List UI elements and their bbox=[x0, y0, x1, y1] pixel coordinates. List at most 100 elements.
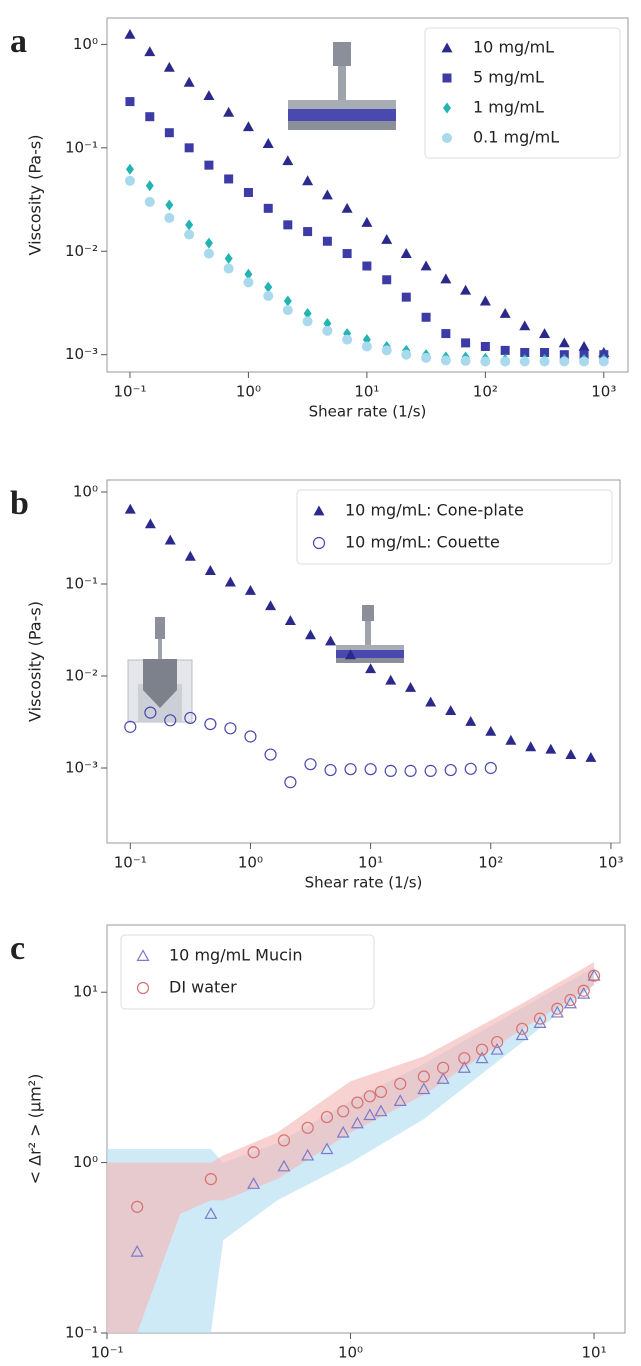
marker bbox=[184, 711, 197, 725]
marker bbox=[322, 236, 332, 246]
x-tick-label: 10⁻¹ bbox=[114, 854, 147, 872]
legend-marker bbox=[441, 42, 453, 53]
marker bbox=[203, 248, 214, 259]
plot-area bbox=[106, 924, 626, 1334]
plot bbox=[124, 28, 610, 367]
marker bbox=[244, 730, 257, 743]
legend-box bbox=[120, 934, 375, 1010]
marker bbox=[283, 295, 292, 307]
marker bbox=[394, 1077, 407, 1090]
legend-label: 10 mg/mL: Cone-plate bbox=[345, 501, 524, 520]
marker bbox=[244, 584, 256, 595]
marker bbox=[277, 1159, 291, 1172]
marker bbox=[475, 1051, 489, 1064]
marker bbox=[405, 681, 417, 692]
marker bbox=[579, 356, 590, 367]
marker bbox=[464, 762, 477, 775]
marker bbox=[362, 261, 372, 271]
marker bbox=[244, 268, 253, 280]
legend-marker bbox=[136, 981, 150, 995]
x-tick-label: 10³ bbox=[591, 383, 616, 401]
x-tick-label: 10⁻¹ bbox=[113, 383, 146, 401]
marker bbox=[587, 969, 601, 982]
marker bbox=[585, 752, 597, 762]
y-tick-label: 10⁰ bbox=[73, 482, 98, 500]
marker bbox=[550, 1005, 564, 1018]
marker bbox=[458, 1052, 471, 1065]
y-tick-label: 10⁻³ bbox=[65, 345, 98, 363]
marker bbox=[164, 128, 174, 138]
marker bbox=[204, 1207, 218, 1219]
marker bbox=[577, 986, 591, 999]
x-tick-label: 10² bbox=[473, 383, 498, 401]
marker bbox=[342, 334, 353, 345]
marker bbox=[165, 199, 174, 211]
marker bbox=[302, 316, 313, 327]
marker bbox=[577, 984, 590, 997]
marker bbox=[384, 764, 397, 777]
y-tick-label: 10⁻¹ bbox=[65, 138, 98, 156]
marker bbox=[519, 320, 531, 331]
marker bbox=[184, 143, 194, 153]
legend-label: 10 mg/mL Mucin bbox=[169, 946, 303, 965]
marker bbox=[516, 1022, 529, 1035]
marker bbox=[144, 518, 156, 529]
marker bbox=[404, 764, 417, 777]
marker bbox=[558, 337, 570, 348]
marker bbox=[144, 706, 157, 719]
x-axis-label: Shear rate (1/s) bbox=[309, 403, 427, 421]
marker bbox=[223, 263, 234, 274]
marker bbox=[344, 763, 357, 776]
marker bbox=[381, 233, 393, 244]
legend-marker bbox=[312, 536, 326, 550]
marker bbox=[144, 196, 155, 207]
marker bbox=[204, 160, 214, 170]
marker bbox=[551, 1002, 564, 1015]
marker bbox=[374, 1104, 388, 1117]
legend-label: 1 mg/mL bbox=[473, 98, 544, 117]
legend-box bbox=[424, 27, 621, 159]
marker bbox=[475, 1043, 489, 1056]
y-tick-label: 10⁻² bbox=[65, 666, 98, 684]
marker bbox=[145, 112, 155, 122]
marker bbox=[265, 600, 277, 611]
marker bbox=[361, 216, 373, 227]
marker bbox=[130, 1244, 144, 1257]
panel-letter: b bbox=[10, 485, 29, 522]
x-tick-label: 10⁰ bbox=[338, 1344, 363, 1362]
marker bbox=[124, 28, 136, 39]
marker bbox=[401, 349, 412, 360]
marker bbox=[382, 275, 392, 285]
x-tick-label: 10⁻¹ bbox=[90, 1344, 123, 1362]
marker bbox=[460, 284, 472, 295]
y-tick-label: 10⁻² bbox=[65, 242, 98, 260]
x-tick-label: 10² bbox=[478, 854, 503, 872]
marker bbox=[484, 761, 497, 775]
marker bbox=[320, 1110, 334, 1124]
marker bbox=[587, 968, 601, 981]
marker bbox=[363, 1090, 376, 1103]
marker bbox=[124, 720, 137, 733]
marker bbox=[204, 717, 217, 731]
marker bbox=[598, 356, 609, 367]
marker bbox=[203, 90, 215, 100]
marker bbox=[243, 187, 253, 197]
marker bbox=[303, 227, 313, 237]
marker bbox=[364, 763, 377, 776]
marker bbox=[519, 356, 530, 367]
marker bbox=[500, 356, 511, 367]
marker bbox=[263, 203, 273, 213]
marker bbox=[421, 312, 431, 322]
marker bbox=[247, 1146, 260, 1159]
marker bbox=[185, 219, 194, 231]
marker bbox=[336, 1125, 350, 1138]
y-axis-label: < Δr² > (μm²) bbox=[26, 1074, 45, 1185]
marker bbox=[351, 1096, 364, 1109]
marker bbox=[283, 220, 293, 230]
marker bbox=[563, 996, 577, 1009]
legend-marker bbox=[442, 73, 452, 83]
marker bbox=[480, 341, 490, 351]
plot-area bbox=[106, 479, 621, 844]
marker bbox=[424, 764, 437, 777]
panel: b 10⁻¹ 10⁰ 10¹ 10² 10³ 10⁻³ 10⁻² 10⁻¹ 10⁰ Shear ra… bbox=[10, 479, 623, 892]
